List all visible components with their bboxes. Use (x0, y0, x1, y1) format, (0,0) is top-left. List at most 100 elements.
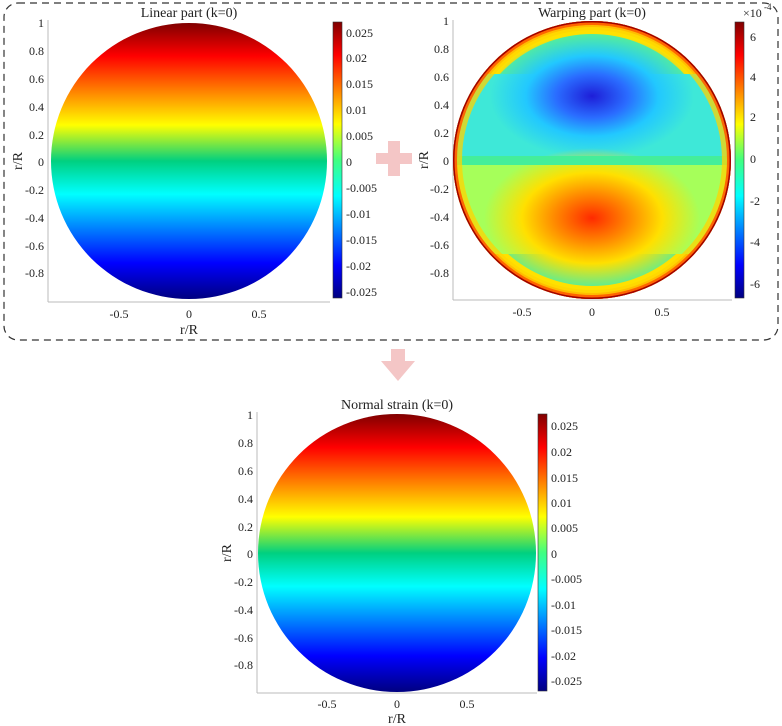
y-tick: -0.6 (430, 238, 449, 252)
linear-panel: Linear part (k=0) 1 0.8 0.6 0.4 0.2 0 -0… (11, 6, 377, 338)
y-tick: 0.4 (29, 100, 44, 114)
y-tick: 0.4 (434, 98, 449, 112)
y-tick: 0.4 (238, 492, 253, 506)
cbar-tick: -6 (750, 277, 760, 291)
y-tick: -0.4 (430, 210, 449, 224)
cbar-tick: 4 (750, 70, 756, 84)
cbar-exponent-power: -4 (764, 2, 772, 12)
y-tick: 0.8 (434, 42, 449, 56)
normal-colorbar (537, 413, 548, 692)
y-tick: -0.2 (430, 182, 449, 196)
cbar-tick: 0.025 (346, 26, 373, 40)
linear-ylabel: r/R (11, 151, 26, 170)
y-tick: 0.2 (238, 520, 253, 534)
x-tick: 0 (186, 307, 192, 321)
y-tick: 0.8 (238, 436, 253, 450)
y-tick: -0.2 (25, 183, 44, 197)
y-tick: 0.6 (29, 72, 44, 86)
linear-cbar-ticks: 0.025 0.02 0.015 0.01 0.005 0 -0.005 -0.… (346, 26, 377, 299)
arrow-down-icon (381, 349, 415, 381)
warping-title: Warping part (k=0) (538, 6, 646, 21)
linear-xlabel: r/R (180, 323, 199, 338)
normal-axes (256, 412, 537, 694)
y-tick: 0.8 (29, 44, 44, 58)
cbar-tick: 6 (750, 30, 756, 44)
cbar-tick: 0.025 (551, 419, 578, 433)
cbar-tick: -0.015 (346, 233, 377, 247)
warping-xticks: -0.5 0 0.5 (513, 305, 670, 319)
normal-title: Normal strain (k=0) (341, 398, 453, 413)
group-border (3, 2, 779, 341)
y-tick: -0.8 (430, 266, 449, 280)
normal-yticks: 1 0.8 0.6 0.4 0.2 0 -0.2 -0.4 -0.6 -0.8 (234, 408, 253, 672)
normal-cbar-ticks: 0.025 0.02 0.015 0.01 0.005 0 -0.005 -0.… (551, 419, 582, 688)
x-tick: -0.5 (110, 307, 129, 321)
cbar-tick: -0.025 (551, 674, 582, 688)
y-tick: 0 (38, 155, 44, 169)
y-tick: 1 (443, 14, 449, 28)
linear-title: Linear part (k=0) (141, 6, 238, 21)
cbar-tick: -4 (750, 235, 760, 249)
cbar-tick: -0.005 (346, 181, 377, 195)
x-tick: 0 (589, 305, 595, 319)
warping-disk (453, 21, 731, 299)
cbar-tick: 0.015 (551, 471, 578, 485)
linear-colorbar (332, 21, 343, 299)
warping-yticks: 1 0.8 0.6 0.4 0.2 0 -0.2 -0.4 -0.6 -0.8 (430, 14, 449, 280)
cbar-tick: 2 (750, 110, 756, 124)
cbar-tick: 0.005 (551, 521, 578, 535)
cbar-tick: -0.005 (551, 572, 582, 586)
cbar-exponent-base: ×10 (743, 6, 762, 20)
y-tick: -0.2 (234, 575, 253, 589)
x-tick: 0.5 (460, 697, 475, 711)
cbar-tick: -0.01 (551, 598, 576, 612)
x-tick: -0.5 (513, 305, 532, 319)
y-tick: -0.8 (234, 658, 253, 672)
cbar-tick: -0.015 (551, 623, 582, 637)
normal-xlabel: r/R (388, 712, 407, 726)
cbar-tick: 0.02 (346, 51, 367, 65)
cbar-tick: 0 (346, 155, 352, 169)
x-tick: 0 (394, 697, 400, 711)
y-tick: -0.4 (25, 211, 44, 225)
warping-colorbar (734, 21, 745, 299)
linear-xticks: -0.5 0 0.5 (110, 307, 267, 321)
y-tick: 0.2 (434, 126, 449, 140)
plus-icon (376, 141, 412, 176)
y-tick: 0 (443, 154, 449, 168)
y-tick: -0.6 (234, 631, 253, 645)
x-tick: -0.5 (318, 697, 337, 711)
cbar-tick: 0.01 (551, 496, 572, 510)
y-tick: -0.6 (25, 239, 44, 253)
y-tick: 0.2 (29, 128, 44, 142)
cbar-tick: -0.02 (551, 649, 576, 663)
x-tick: 0.5 (252, 307, 267, 321)
y-tick: 0.6 (434, 70, 449, 84)
x-tick: 0.5 (655, 305, 670, 319)
y-tick: -0.8 (25, 266, 44, 280)
cbar-tick: -0.01 (346, 207, 371, 221)
warping-cbar-exponent: ×10 -4 (743, 2, 772, 20)
normal-xticks: -0.5 0 0.5 (318, 697, 475, 711)
cbar-tick: 0.01 (346, 103, 367, 117)
linear-axes (47, 20, 330, 303)
cbar-tick: 0 (750, 152, 756, 166)
warping-panel: Warping part (k=0) 1 0.8 0.6 0.4 0.2 0 -… (417, 2, 772, 319)
warping-cbar-ticks: 6 4 2 0 -2 -4 -6 (750, 30, 760, 291)
y-tick: -0.4 (234, 603, 253, 617)
linear-yticks: 1 0.8 0.6 0.4 0.2 0 -0.2 -0.4 -0.6 -0.8 (25, 16, 44, 280)
y-tick: 0 (247, 547, 253, 561)
cbar-tick: 0 (551, 547, 557, 561)
cbar-tick: 0.02 (551, 445, 572, 459)
warping-ylabel: r/R (417, 150, 432, 169)
normal-panel: Normal strain (k=0) 1 0.8 0.6 0.4 0.2 0 … (220, 398, 582, 726)
linear-disk (51, 23, 327, 299)
cbar-tick: -0.025 (346, 285, 377, 299)
cbar-tick: -2 (750, 194, 760, 208)
cbar-tick: 0.015 (346, 77, 373, 91)
normal-ylabel: r/R (220, 543, 235, 562)
cbar-tick: -0.02 (346, 259, 371, 273)
y-tick: 1 (38, 16, 44, 30)
y-tick: 0.6 (238, 464, 253, 478)
